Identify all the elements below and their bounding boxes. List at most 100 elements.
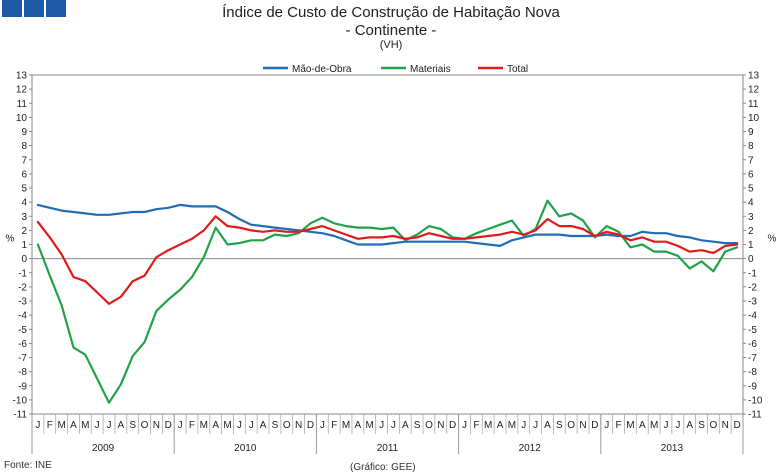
y-tick-label-left: -10 bbox=[13, 395, 28, 406]
legend-label: Total bbox=[507, 64, 528, 75]
x-month-label: N bbox=[295, 420, 302, 431]
x-month-label: J bbox=[663, 420, 668, 431]
x-month-label: M bbox=[81, 420, 89, 431]
x-month-label: J bbox=[675, 420, 680, 431]
x-month-label: J bbox=[521, 420, 526, 431]
x-month-label: F bbox=[616, 420, 622, 431]
y-tick-label-right: -3 bbox=[748, 297, 757, 308]
x-month-label: S bbox=[556, 420, 563, 431]
y-tick-label-left: -2 bbox=[18, 282, 27, 293]
x-month-label: J bbox=[249, 420, 254, 431]
y-tick-label-right: 6 bbox=[748, 169, 754, 180]
y-axis-label-right: % bbox=[768, 233, 777, 244]
header-decoration-block-3 bbox=[46, 0, 66, 17]
x-month-label: N bbox=[722, 420, 729, 431]
y-tick-label-left: 6 bbox=[21, 169, 27, 180]
legend-label: Materiais bbox=[410, 64, 451, 75]
series-line-total bbox=[36, 215, 739, 305]
y-tick-label-right: -10 bbox=[748, 395, 763, 406]
x-month-label: M bbox=[57, 420, 65, 431]
y-tick-label-left: 4 bbox=[21, 198, 27, 209]
x-month-label: S bbox=[272, 420, 279, 431]
x-month-label: S bbox=[698, 420, 705, 431]
x-month-label: O bbox=[567, 420, 575, 431]
y-tick-label-left: 11 bbox=[17, 99, 28, 110]
y-tick-label-right: 9 bbox=[748, 127, 754, 138]
x-month-label: J bbox=[533, 420, 538, 431]
x-month-label: D bbox=[591, 420, 598, 431]
x-month-label: D bbox=[165, 420, 172, 431]
y-tick-label-right: -8 bbox=[748, 367, 757, 378]
y-tick-label-right: 13 bbox=[748, 71, 760, 82]
x-month-label: N bbox=[437, 420, 444, 431]
y-tick-label-left: -1 bbox=[18, 268, 27, 279]
y-axis-label-left: % bbox=[6, 233, 15, 244]
x-month-label: J bbox=[604, 420, 609, 431]
x-month-label: M bbox=[626, 420, 634, 431]
y-tick-label-left: 1 bbox=[21, 240, 27, 251]
x-month-label: J bbox=[178, 420, 183, 431]
x-month-label: J bbox=[95, 420, 100, 431]
y-tick-label-left: -8 bbox=[18, 367, 27, 378]
y-tick-label-left: 0 bbox=[21, 254, 27, 265]
y-tick-label-left: -7 bbox=[18, 353, 27, 364]
y-tick-label-right: -1 bbox=[748, 268, 757, 279]
x-month-label: D bbox=[449, 420, 456, 431]
x-month-label: A bbox=[544, 420, 551, 431]
x-month-label: O bbox=[283, 420, 291, 431]
series-line-materiais bbox=[36, 199, 739, 404]
y-tick-label-right: 4 bbox=[748, 198, 754, 209]
y-tick-label-right: -7 bbox=[748, 353, 757, 364]
y-tick-label-right: 1 bbox=[748, 240, 754, 251]
x-month-label: D bbox=[733, 420, 740, 431]
y-tick-label-right: 7 bbox=[748, 155, 754, 166]
y-tick-label-right: 3 bbox=[748, 212, 754, 223]
x-month-label: J bbox=[462, 420, 467, 431]
x-month-label: A bbox=[70, 420, 77, 431]
y-tick-label-left: 3 bbox=[21, 212, 27, 223]
x-month-label: J bbox=[35, 420, 40, 431]
y-tick-label-left: 2 bbox=[21, 226, 27, 237]
y-tick-label-right: -6 bbox=[748, 339, 757, 350]
x-month-label: M bbox=[223, 420, 231, 431]
y-tick-label-left: -11 bbox=[13, 410, 27, 421]
y-tick-label-left: 13 bbox=[16, 71, 28, 82]
y-tick-label-right: -5 bbox=[748, 325, 757, 336]
y-tick-label-left: -3 bbox=[18, 297, 27, 308]
unit-note: (VH) bbox=[379, 39, 403, 51]
x-month-label: A bbox=[118, 420, 125, 431]
y-tick-label-right: 2 bbox=[748, 226, 754, 237]
x-year-label: 2009 bbox=[92, 443, 115, 454]
x-month-label: M bbox=[366, 420, 374, 431]
x-month-label: A bbox=[497, 420, 504, 431]
y-tick-label-left: 10 bbox=[16, 113, 28, 124]
x-month-label: S bbox=[414, 420, 421, 431]
y-tick-label-left: 7 bbox=[21, 155, 27, 166]
y-tick-label-right: -4 bbox=[748, 311, 757, 322]
y-tick-label-right: 5 bbox=[748, 184, 754, 195]
y-tick-label-left: -5 bbox=[18, 325, 27, 336]
x-month-label: F bbox=[473, 420, 479, 431]
y-tick-label-right: 0 bbox=[748, 254, 754, 265]
chart-title: Índice de Custo de Construção de Habitaç… bbox=[222, 4, 560, 21]
y-tick-label-left: 8 bbox=[21, 141, 27, 152]
x-month-label: M bbox=[650, 420, 658, 431]
x-month-label: J bbox=[107, 420, 112, 431]
x-year-label: 2011 bbox=[377, 443, 399, 454]
x-month-label: N bbox=[153, 420, 160, 431]
x-month-label: N bbox=[579, 420, 586, 431]
x-month-label: F bbox=[331, 420, 337, 431]
x-month-label: F bbox=[47, 420, 53, 431]
x-month-label: J bbox=[391, 420, 396, 431]
x-month-label: M bbox=[508, 420, 516, 431]
x-month-label: J bbox=[237, 420, 242, 431]
x-month-label: A bbox=[686, 420, 693, 431]
y-tick-label-left: -4 bbox=[18, 311, 27, 322]
y-tick-label-left: 12 bbox=[16, 85, 28, 96]
x-month-label: A bbox=[212, 420, 219, 431]
x-year-label: 2010 bbox=[234, 443, 257, 454]
y-tick-label-left: 5 bbox=[21, 184, 27, 195]
x-month-label: S bbox=[129, 420, 136, 431]
x-month-label: F bbox=[189, 420, 195, 431]
